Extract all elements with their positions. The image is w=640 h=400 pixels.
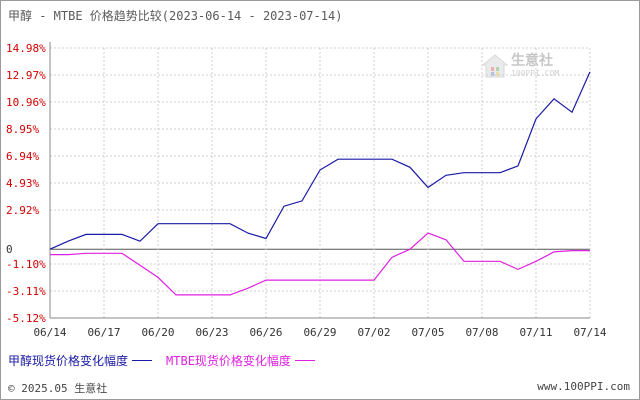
- series-line-mtbe: [50, 232, 590, 296]
- house-logo-icon: [482, 54, 508, 78]
- x-tick-label: 06/29: [303, 326, 336, 339]
- y-tick-label: 12.97%: [6, 69, 46, 82]
- x-tick-label: 06/17: [87, 326, 120, 339]
- x-tick-label: 07/02: [357, 326, 390, 339]
- y-tick-label: 2.92%: [6, 204, 39, 217]
- y-tick-label: 4.93%: [6, 177, 39, 190]
- watermark-name: 生意社: [511, 53, 553, 69]
- y-tick-label: 0: [6, 243, 13, 256]
- y-tick-label: -1.10%: [6, 258, 46, 271]
- y-tick-label: 10.96%: [6, 96, 46, 109]
- y-tick-label: -5.12%: [6, 312, 46, 325]
- y-tick-label: 8.95%: [6, 123, 39, 136]
- footer-copyright: © 2025.05 生意社: [8, 382, 108, 395]
- series-line-methanol: [49, 71, 591, 250]
- x-tick-label: 07/11: [519, 326, 552, 339]
- x-tick-label: 07/14: [573, 326, 606, 339]
- x-tick-label: 06/26: [249, 326, 282, 339]
- chart-legend: 甲醇现货价格变化幅度 MTBE现货价格变化幅度: [8, 352, 329, 369]
- legend-swatch-methanol: [132, 360, 153, 361]
- x-tick-label: 07/05: [411, 326, 444, 339]
- legend-item-mtbe: MTBE现货价格变化幅度: [166, 352, 315, 369]
- y-tick-label: 14.98%: [6, 42, 46, 55]
- y-tick-label: -3.11%: [6, 285, 46, 298]
- x-tick-label: 06/20: [141, 326, 174, 339]
- y-tick-label: 6.94%: [6, 150, 39, 163]
- footer-site-link[interactable]: www.100PPI.com: [537, 380, 630, 393]
- legend-label-mtbe: MTBE现货价格变化幅度: [166, 354, 291, 368]
- x-tick-label: 07/08: [465, 326, 498, 339]
- legend-label-methanol: 甲醇现货价格变化幅度: [8, 354, 129, 368]
- chart-title: 甲醇 - MTBE 价格趋势比较(2023-06-14 - 2023-07-14…: [8, 9, 343, 23]
- legend-item-methanol: 甲醇现货价格变化幅度: [8, 352, 153, 369]
- watermark-url: 100PPI.COM: [511, 69, 560, 78]
- watermark-logo: 生意社 100PPI.COM: [482, 54, 559, 78]
- x-tick-label: 06/23: [195, 326, 228, 339]
- legend-swatch-mtbe: [294, 360, 315, 361]
- x-tick-label: 06/14: [33, 326, 66, 339]
